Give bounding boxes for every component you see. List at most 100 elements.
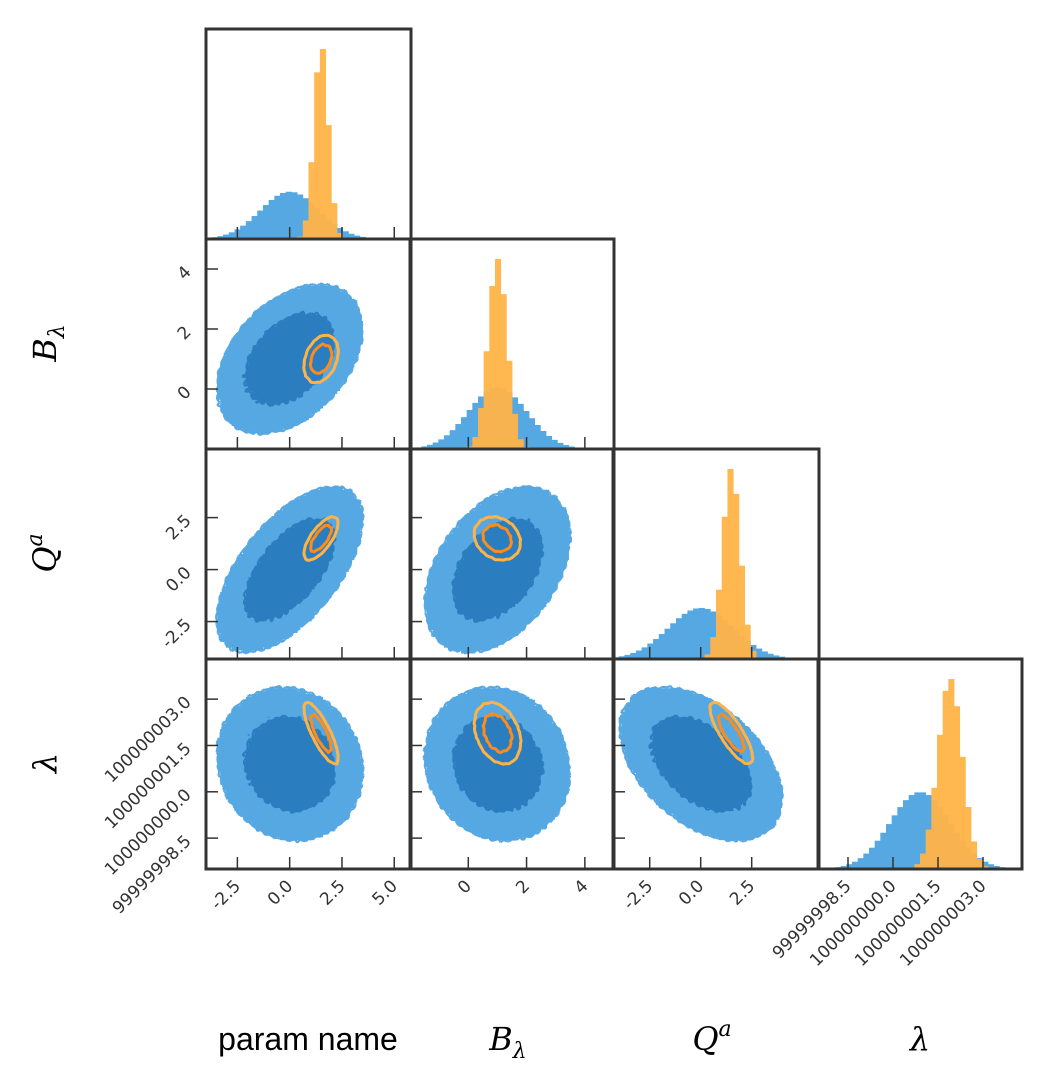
hist-bar-s0-p2-b10 bbox=[670, 623, 677, 659]
hist-bar-s1-p3-b21 bbox=[937, 734, 944, 869]
hist-bar-s0-p3-b12 bbox=[886, 824, 893, 869]
diag-panel-2 bbox=[611, 447, 821, 661]
hist-bar-s0-p3-b18 bbox=[920, 792, 927, 869]
contour-line-s1-l0-3-1 bbox=[472, 700, 523, 766]
hist-bar-s0-p2-b13 bbox=[687, 610, 694, 659]
y-tick-label-2-2: 2.5 bbox=[162, 511, 195, 544]
diag-hist-group-0 bbox=[206, 49, 383, 239]
hist-bar-s1-p1-b11 bbox=[472, 437, 479, 449]
panel-3-1: 0 2 4 bbox=[408, 657, 616, 898]
hist-bar-s0-p3-b15 bbox=[903, 800, 910, 869]
hist-bar-s1-p0-b17 bbox=[302, 220, 309, 239]
diag-hist-group-1 bbox=[410, 259, 592, 449]
hist-bar-s0-p0-b9 bbox=[257, 210, 264, 239]
contour-group-2-1 bbox=[422, 484, 573, 655]
x-tick-label-1-0: 0 bbox=[454, 876, 476, 898]
hist-bar-s0-p2-b9 bbox=[664, 628, 671, 659]
panel-1-0: 0 2 4 bbox=[174, 237, 413, 451]
hist-bar-s0-p2-b5 bbox=[641, 647, 648, 659]
y-axis-label-lambda: λ bbox=[26, 753, 64, 775]
hist-bar-s0-p3-b11 bbox=[880, 832, 887, 869]
x-tick-label-2-2: 2.5 bbox=[726, 876, 759, 909]
x-axis-label-b-lambda: Bλ bbox=[488, 1020, 526, 1064]
x-tick-label-1-1: 2 bbox=[512, 876, 534, 898]
contour-group-3-0 bbox=[215, 685, 365, 844]
hist-bar-s1-p1-b14 bbox=[489, 286, 496, 449]
hist-bar-s1-p3-b20 bbox=[931, 787, 938, 869]
hist-bar-s1-p3-b19 bbox=[925, 829, 932, 869]
hist-bar-s1-p2-b21 bbox=[733, 493, 740, 659]
hist-bar-s0-p0-b17 bbox=[302, 198, 309, 239]
hist-bar-s1-p2-b19 bbox=[721, 516, 728, 659]
contour-line-s1-l1-3-1 bbox=[481, 712, 514, 754]
hist-bar-s0-p2-b4 bbox=[635, 650, 643, 659]
hist-bar-s0-p3-b10 bbox=[874, 840, 881, 869]
hist-bar-s1-p2-b17 bbox=[710, 637, 717, 659]
hist-bar-s0-p0-b12 bbox=[274, 195, 281, 239]
panel-2-0: -2.5 0.0 2.5 bbox=[158, 447, 413, 661]
contour-line-s1-l1-2-0 bbox=[309, 523, 334, 554]
panels-layer: 99999998.5100000000.0100000001.510000000… bbox=[101, 27, 1024, 971]
y-tick-label-2-0: -2.5 bbox=[158, 615, 196, 653]
contour-group-3-2 bbox=[618, 684, 785, 843]
hist-bar-s1-p1-b17 bbox=[506, 360, 513, 449]
x-axis-label-param-name: param name bbox=[218, 1021, 398, 1057]
contour-line-s1-l0-2-1 bbox=[472, 515, 522, 562]
hist-bar-s0-p1-b24 bbox=[546, 435, 553, 449]
hist-bar-s0-p0-b6 bbox=[240, 225, 247, 239]
frame-3-2 bbox=[611, 657, 821, 871]
hist-bar-s1-p3-b18 bbox=[920, 853, 927, 869]
contour-group-1-0 bbox=[215, 282, 364, 437]
y-tick-label-1-2: 4 bbox=[174, 262, 196, 284]
contour-group-3-1 bbox=[422, 685, 572, 844]
hist-bar-s0-p3-b8 bbox=[863, 853, 870, 869]
hist-bar-s0-p1-b4 bbox=[432, 442, 439, 449]
hist-bar-s0-p0-b8 bbox=[251, 216, 258, 239]
x-tick-label-2-0: -2.5 bbox=[620, 876, 658, 914]
x-tick-label-0-3: 5.0 bbox=[369, 876, 402, 909]
hist-bar-s1-p1-b12 bbox=[478, 408, 485, 449]
contour-line-s1-l0-3-0 bbox=[302, 701, 340, 766]
hist-bar-s1-p2-b20 bbox=[727, 469, 734, 659]
hist-bar-s0-p1-b5 bbox=[438, 439, 445, 449]
hist-bar-s1-p0-b18 bbox=[308, 162, 315, 239]
hist-bar-s0-p3-b13 bbox=[891, 815, 898, 869]
x-axis-label-lambda: λ bbox=[908, 1020, 930, 1058]
hist-bar-s1-p1-b16 bbox=[500, 294, 507, 449]
hist-bar-s0-p0-b7 bbox=[245, 221, 252, 239]
hist-bar-s0-p0-b24 bbox=[342, 231, 349, 239]
diag-panel-1 bbox=[408, 237, 616, 451]
hist-bar-s1-p0-b19 bbox=[314, 72, 321, 239]
hist-bar-s0-p3-b30 bbox=[988, 864, 995, 869]
x-tick-label-0-1: 0.0 bbox=[264, 876, 297, 909]
hist-bar-s0-p0-b13 bbox=[280, 192, 287, 239]
hist-bar-s1-p0-b23 bbox=[336, 233, 344, 239]
hist-bar-s0-p2-b2 bbox=[624, 654, 631, 659]
hist-bar-s1-p3-b25 bbox=[959, 756, 966, 869]
hist-bar-s1-p0-b20 bbox=[319, 49, 326, 239]
hist-bar-s1-p3-b22 bbox=[942, 690, 949, 869]
contour-line-s1-l1-3-2 bbox=[716, 712, 746, 754]
hist-bar-s0-p2-b16 bbox=[704, 609, 711, 659]
contour-fill-s0-l1-3-0 bbox=[243, 717, 335, 812]
contour-line-s1-l1-3-0 bbox=[309, 713, 333, 754]
hist-bar-s0-p1-b20 bbox=[523, 411, 530, 449]
hist-bar-s1-p2-b23 bbox=[744, 624, 751, 659]
x-tick-label-2-1: 0.0 bbox=[675, 876, 708, 909]
panel-3-2: -2.5 0.0 2.5 bbox=[611, 657, 821, 914]
contour-group-2-0 bbox=[215, 485, 365, 655]
hist-bar-s1-p3-b17 bbox=[914, 864, 921, 869]
hist-bar-s0-p0-b26 bbox=[354, 235, 361, 239]
hist-bar-s0-p1-b10 bbox=[466, 409, 473, 449]
hist-bar-s0-p0-b15 bbox=[291, 192, 298, 239]
hist-bar-s0-p1-b21 bbox=[529, 418, 536, 449]
contour-line-s1-l0-2-0 bbox=[302, 515, 340, 562]
x-tick-label-1-2: 4 bbox=[571, 876, 593, 898]
x-tick-label-0-0: -2.5 bbox=[207, 876, 245, 914]
hist-bar-s0-p1-b11 bbox=[472, 402, 479, 449]
hist-bar-s0-p3-b31 bbox=[993, 865, 1000, 869]
hist-bar-s0-p1-b25 bbox=[551, 439, 558, 449]
hist-bar-s1-p2-b24 bbox=[750, 650, 757, 659]
hist-bar-s0-p0-b14 bbox=[285, 191, 292, 239]
